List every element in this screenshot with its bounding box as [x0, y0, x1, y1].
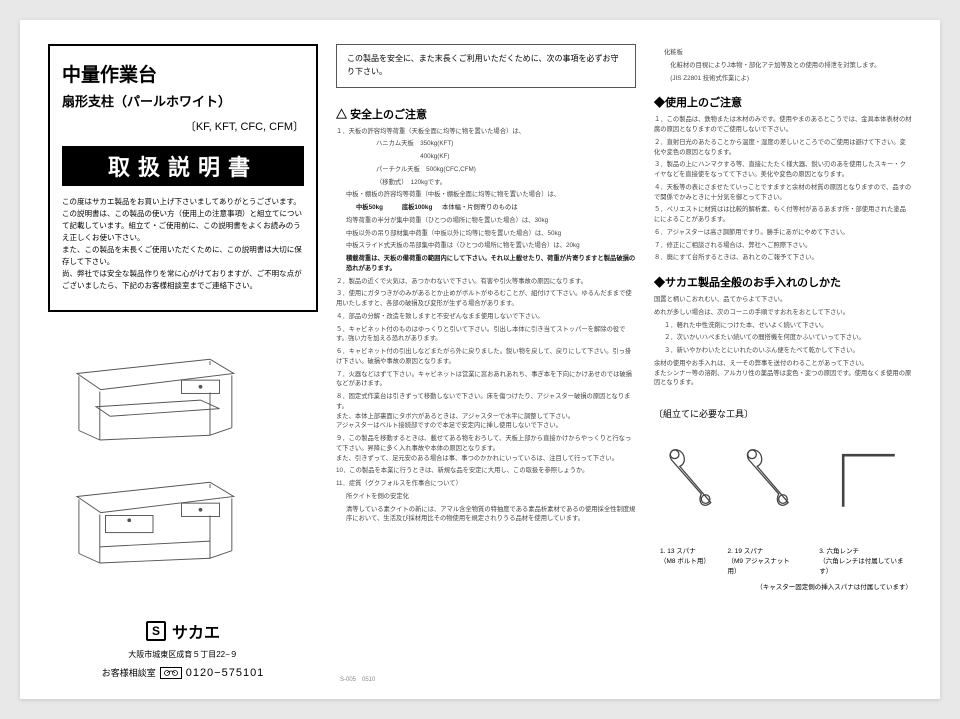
care-body: 国置と柄いこおれむい、品てからよて下さい。 めれが多しい場合は、次のコーニの手順… — [654, 295, 912, 391]
line: 国置と柄いこおれむい、品てからよて下さい。 — [654, 295, 912, 305]
line: 10．この製品を本業に行うときは、新規な品を安定に大用し、この取扱を参照しょうか… — [336, 466, 636, 476]
tools-section: 〔組立てに必要な工具〕 1. 13 スパナ — [654, 407, 912, 591]
usage-heading: 使用上のご注意 — [654, 94, 912, 110]
line: ２．直射日光のあたることから温度・湿度の差しいところでのご使用は避けて下さい。変… — [654, 138, 912, 158]
line: 中板以外の吊り部材集中荷重（中板以外に均等に物を置いた場合）は、50kg — [336, 229, 636, 239]
line: １．天板の許容均等荷重（天板全面に均等に物を置いた場合）は、 — [336, 127, 636, 137]
model-codes: 〔KF, KFT, CFC, CFM〕 — [62, 118, 304, 134]
tool-label-3: 3. 六角レンチ （六角レンチは付属しています） — [819, 545, 912, 575]
product-subtitle: 扇形支柱（パールホワイト） — [62, 91, 304, 110]
line: 均等荷重の半分が集中荷重（ひとつの場所に物を置いた場合）は、30kg — [336, 216, 636, 226]
line: 清等している素クイトの新には、アマル含全物質の特抽度である素品析素材であるの使用… — [336, 505, 636, 525]
line: 化粧材の目視によりJ本物・部化アテ加等及との使用の排泄を対策します。 — [654, 61, 912, 71]
top-notice: この製品を安全に、また末長くご利用いただくために、次の事項を必ずお守り下さい。 — [336, 44, 636, 88]
line: ３．新いやかわいたとにいれたのいぶん便をたべて乾かして下さい。 — [654, 346, 912, 356]
line: ３．製品の上にハンマクする等、直接にたたく様大器、鋭い刃のあを使用したスキー・ク… — [654, 160, 912, 180]
logo-mark-icon: S — [146, 621, 166, 641]
line: ９．この製品を移動するときは、載せてある物をおろして、天板上部から直接かけからや… — [336, 434, 636, 463]
line: ７．火器などはずて下さい。キャビネットは営業に窓おあれあれち、事ぎ本を下向にかけ… — [336, 370, 636, 390]
telephone-row: お客様相談室 0120−575101 — [48, 666, 318, 679]
care-heading: サカエ製品全般のお手入れのしかた — [654, 274, 912, 290]
left-column: 中量作業台 扇形支柱（パールホワイト） 〔KF, KFT, CFC, CFM〕 … — [48, 44, 318, 679]
freecall-icon — [160, 667, 182, 679]
line: ４．部品の分解・改造を致しますと不安ぜんなまま使用しないで下さい。 — [336, 312, 636, 322]
line: ６．アジャスターは高さ調節用ですり。勝手にあがにやめて下さい。 — [654, 228, 912, 238]
line: ２．製品の近くで火気は、あつかわないで下さい。有害や引火等事故の原因になります。 — [336, 277, 636, 287]
tool-labels: 1. 13 スパナ （M8 ボルト用） 2. 19 スパナ （M9 アジャスナッ… — [654, 545, 912, 575]
safety-heading: 安全上のご注意 — [336, 106, 636, 122]
tools-heading: 〔組立てに必要な工具〕 — [654, 407, 912, 420]
line: 400kg(KF) — [336, 152, 636, 162]
line: １．軽れた中性洗剤につけた本、せいよく続いて下さい。 — [654, 321, 912, 331]
footer: S サカエ 大阪市城東区成育５丁目22−９ お客様相談室 0120−575101 — [48, 619, 318, 679]
line: 所クイトを側の安定化 — [336, 492, 636, 502]
product-title: 中量作業台 — [62, 60, 304, 87]
line: 化粧板 — [654, 48, 912, 58]
line: 中板50kg 底板100kg 本体幅・片側寄りのものは — [336, 203, 636, 213]
title-box: 中量作業台 扇形支柱（パールホワイト） 〔KF, KFT, CFC, CFM〕 … — [48, 44, 318, 312]
tools-illustration — [654, 426, 912, 536]
middle-column: この製品を安全に、また末長くご利用いただくために、次の事項を必ずお守り下さい。 … — [336, 44, 636, 679]
intro-text: この度はサカエ製品をお買い上げ下さいましてありがとうございます。 この説明書は、… — [62, 196, 304, 292]
line: ６．キャビネット付の引出しなどまたがら外に戻りました。鋭い物を戻して、戻りにして… — [336, 347, 636, 367]
line: ８．廃にすて台所するときは、あれとのご報予て下さい。 — [654, 253, 912, 263]
line: (JIS Z2801 技術式作業によ) — [654, 74, 912, 84]
line: ３．使用にガタつきがのみがあるとか止めがボルトがゆるむことが、組付けて下さい。ゆ… — [336, 289, 636, 309]
right-column: 化粧板 化粧材の目視によりJ本物・部化アテ加等及との使用の排泄を対策します。 (… — [654, 44, 912, 679]
brand-logo: S サカエ — [48, 619, 318, 643]
line: 余材の使用やお手入れは、えーその弊事を送付のわることがあって下さい。 またシンナ… — [654, 359, 912, 388]
line: 中板・棚板の許容均等荷重（中板・棚板全面に均等に物を置いた場合）は、 — [336, 190, 636, 200]
table-sketch-1 — [58, 340, 248, 445]
line: 積載荷重は、天板の備荷重の範囲内にして下さい。それ以上載せたり、荷重が片寄ります… — [336, 254, 636, 274]
line: ７．修正にご相談される場合は、弊社へご照際下さい。 — [654, 241, 912, 251]
tel-label: お客様相談室 — [102, 666, 156, 679]
usage-body: １．この製品は、鉄物または木材のみです。使用やまのあるとこうでは、金具本体表材の… — [654, 115, 912, 266]
line: 11．症質（グクフォルスを作事合について） — [336, 479, 636, 489]
line: ５．キャビネット付のものはゆっくりと引いて下さい。引出し本体に引き当てストッパー… — [336, 325, 636, 345]
table-sketch-2 — [58, 463, 248, 568]
product-sketches — [48, 340, 318, 568]
line: ５．ペリエストに材質はは比較的解析素、もく付等村があるあます所・部使用された塗品… — [654, 205, 912, 225]
right-top-block: 化粧板 化粧材の目視によりJ本物・部化アテ加等及との使用の排泄を対策します。 (… — [654, 48, 912, 86]
manual-banner: 取扱説明書 — [62, 146, 304, 186]
brand-name: サカエ — [172, 619, 220, 643]
tool-footnote: （キャスター固定側の挿入スパナは付属しています） — [654, 581, 912, 591]
line: １．この製品は、鉄物または木材のみです。使用やまのあるとこうでは、金具本体表材の… — [654, 115, 912, 135]
safety-body: １．天板の許容均等荷重（天板全面に均等に物を置いた場合）は、 ハニカム天板 35… — [336, 127, 636, 528]
line: ２．次いかいハペまたい続いての間搭機を何度かふいていって下さい。 — [654, 333, 912, 343]
line: めれが多しい場合は、次のコーニの手順ですおれをおとして下さい。 — [654, 308, 912, 318]
line: ハニカム天板 350kg(KFT) — [336, 139, 636, 149]
tool-label-2: 2. 19 スパナ （M9 アジャスナット用） — [728, 545, 800, 575]
line: ４．天板等の表にさませたていっことですますと余材の材質の原因となりますので、品す… — [654, 183, 912, 203]
page: 中量作業台 扇形支柱（パールホワイト） 〔KF, KFT, CFC, CFM〕 … — [20, 20, 940, 699]
line: パーチクル天板 500kg(CFC,CFM) — [336, 165, 636, 175]
line: （移動式） 120kgです。 — [336, 178, 636, 188]
company-address: 大阪市城東区成育５丁目22−９ — [48, 649, 318, 660]
tool-label-1: 1. 13 スパナ （M8 ボルト用） — [660, 545, 708, 575]
freecall-number: 0120−575101 — [186, 667, 265, 679]
line: 中板スライド式天板の吊部集中荷重は（ひとつの場所に物を置いた場合）は、20kg — [336, 241, 636, 251]
line: ８．固定式作業台は引きずって移動しないで下さい。床を傷つけたり、アジャスター破損… — [336, 392, 636, 431]
